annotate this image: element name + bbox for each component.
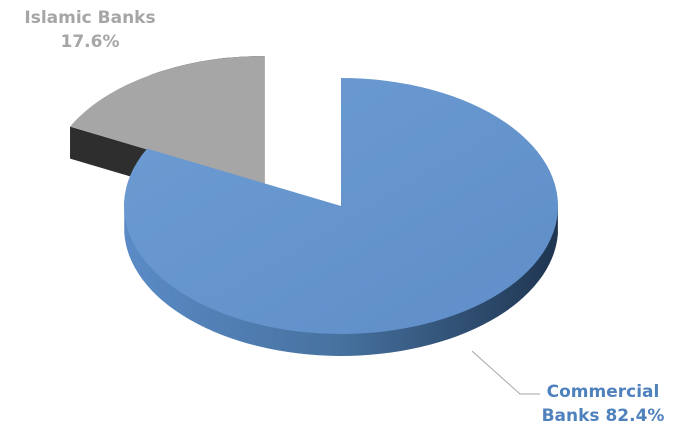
commercial-banks-slice [124, 78, 559, 334]
commercial-banks-name-line1: Commercial [546, 382, 660, 402]
islamic-banks-label: Islamic Banks 17.6% [10, 6, 170, 54]
commercial-banks-value: 82.4% [605, 406, 665, 426]
commercial-banks-rim [124, 199, 558, 356]
commercial-leader-line [471, 350, 540, 395]
islamic-banks-value: 17.6% [60, 32, 120, 52]
commercial-banks-label: Commercial Banks 82.4% [528, 380, 678, 428]
islamic-banks-slice [70, 56, 264, 184]
islamic-banks-name: Islamic Banks [24, 8, 156, 28]
commercial-banks-name-line2: Banks [541, 406, 600, 426]
